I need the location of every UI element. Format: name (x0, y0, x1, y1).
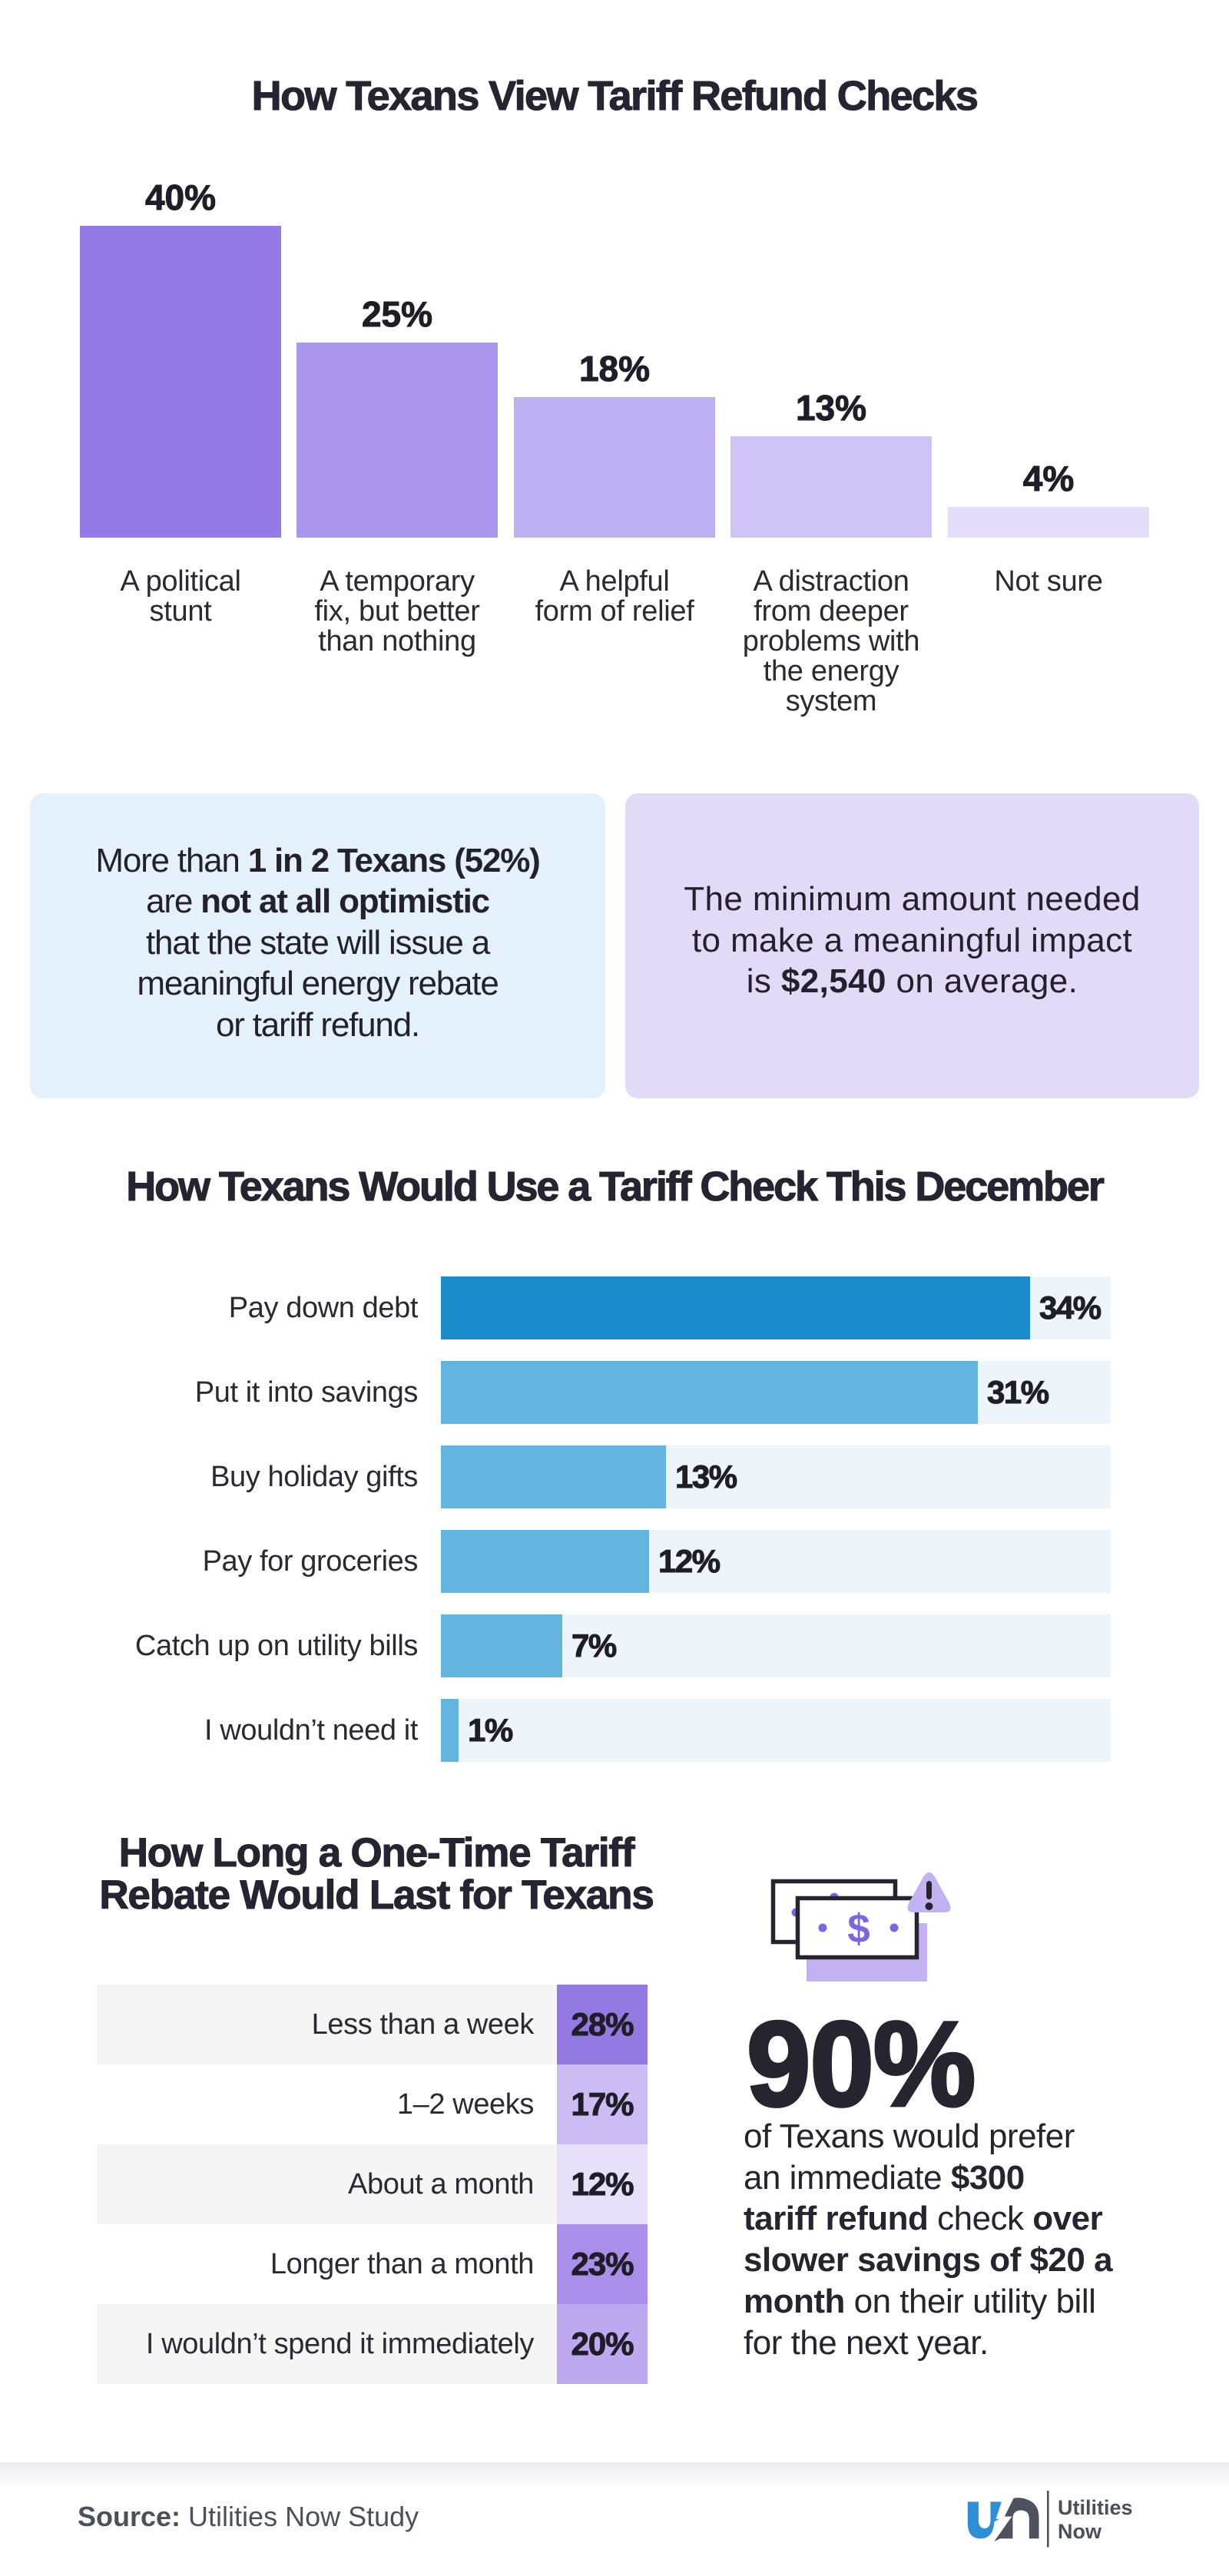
svg-text:$: $ (847, 1906, 870, 1952)
